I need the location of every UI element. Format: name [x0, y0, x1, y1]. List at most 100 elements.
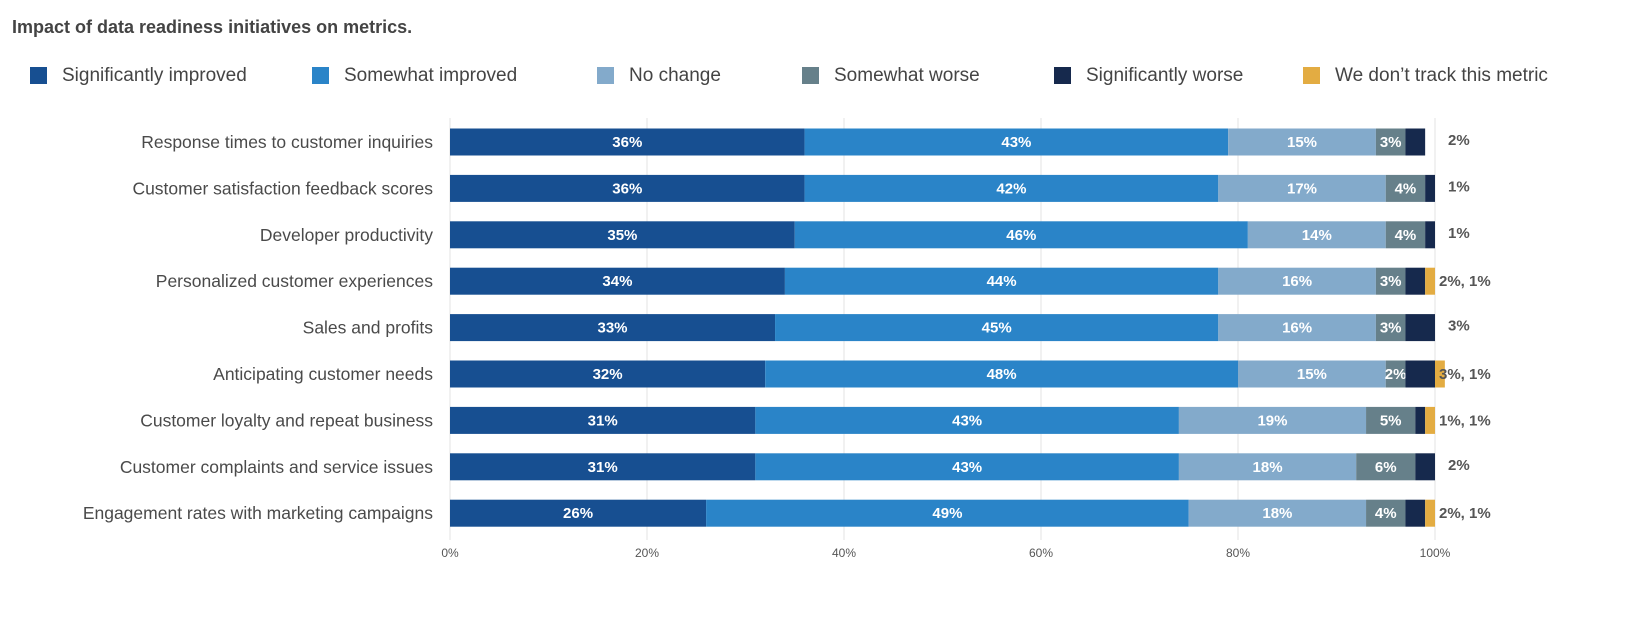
legend-label-no-change: No change: [629, 65, 721, 86]
bar-segment-somewhat-improved: [765, 360, 1238, 388]
legend-swatch-significantly-improved: [30, 67, 47, 84]
legend-swatch-somewhat-worse: [802, 67, 819, 84]
bar-row: 31% 43% 18% 6%: [450, 453, 1435, 481]
data-label: 17%: [1287, 180, 1317, 197]
data-label: 3%: [1380, 273, 1402, 290]
data-label: 5%: [1380, 412, 1402, 429]
data-label: 32%: [593, 366, 623, 383]
side-data-label: 2%: [1448, 132, 1470, 149]
category-label: Customer complaints and service issues: [120, 457, 433, 477]
data-label: 18%: [1262, 505, 1292, 522]
legend-swatch-we-don-t-track-this-metric: [1303, 67, 1320, 84]
data-label: 31%: [588, 459, 618, 476]
bar-segment-significantly-worse: [1405, 128, 1426, 156]
bar-segment-no-change: [1188, 499, 1367, 527]
data-label: 44%: [987, 273, 1017, 290]
bar-segment-no-change: [1218, 314, 1376, 342]
bar-segment-significantly-improved: [450, 406, 756, 434]
data-label: 2%: [1385, 366, 1407, 383]
side-data-label: 3%: [1448, 318, 1470, 335]
category-label: Anticipating customer needs: [213, 364, 433, 384]
data-label: 19%: [1257, 412, 1287, 429]
data-label: 4%: [1395, 227, 1417, 244]
side-data-label: 1%: [1448, 178, 1470, 195]
bar-segment-somewhat-improved: [755, 406, 1179, 434]
bar-segment-significantly-worse: [1425, 174, 1435, 202]
category-labels: Response times to customer inquiries Cust…: [83, 132, 433, 523]
bar-segment-somewhat-improved: [804, 174, 1219, 202]
data-label: 3%: [1380, 320, 1402, 337]
legend-swatch-no-change: [597, 67, 614, 84]
bar-segment-no-change: [1178, 406, 1367, 434]
data-label: 34%: [602, 273, 632, 290]
side-data-label: 1%: [1448, 225, 1470, 242]
data-label: 14%: [1302, 227, 1332, 244]
bar-segment-somewhat-improved: [804, 128, 1229, 156]
chart-title: Impact of data readiness initiatives on …: [12, 17, 412, 37]
data-label: 4%: [1375, 505, 1397, 522]
x-tick-label: 40%: [832, 546, 856, 560]
side-data-label: 1%, 1%: [1439, 412, 1491, 429]
legend-label-we-don-t-track-this-metric: We don’t track this metric: [1335, 65, 1548, 86]
bar-segment-significantly-worse: [1415, 406, 1426, 434]
category-label: Sales and profits: [303, 318, 434, 338]
bar-segment-no-change: [1218, 267, 1376, 295]
data-label: 15%: [1297, 366, 1327, 383]
legend-swatch-somewhat-improved: [312, 67, 329, 84]
bar-segment-somewhat-worse: [1385, 221, 1426, 249]
bar-segment-significantly-improved: [450, 314, 776, 342]
bar-row: 26% 49% 18% 4%: [450, 499, 1435, 527]
bar-segment-somewhat-worse: [1375, 128, 1406, 156]
data-label: 49%: [932, 505, 962, 522]
x-tick-label: 80%: [1226, 546, 1250, 560]
data-label: 15%: [1287, 134, 1317, 151]
bar-row: 32% 48% 15% 2%: [450, 360, 1445, 388]
bar-segment-significantly-improved: [450, 499, 707, 527]
side-data-label: 2%: [1448, 457, 1470, 474]
legend-label-somewhat-worse: Somewhat worse: [834, 65, 980, 86]
category-label: Engagement rates with marketing campaign…: [83, 503, 433, 523]
bar-segment-significantly-improved: [450, 174, 805, 202]
x-tick-label: 20%: [635, 546, 659, 560]
bar-segment-somewhat-worse: [1385, 360, 1406, 388]
data-label: 43%: [952, 459, 982, 476]
legend-label-significantly-improved: Significantly improved: [62, 65, 247, 86]
bar-segment-somewhat-worse: [1366, 499, 1406, 527]
bar-segment-somewhat-worse: [1366, 406, 1416, 434]
data-label: 26%: [563, 505, 593, 522]
bar-area: 36% 43% 15% 3% 36% 42% 17% 4% 35% 46% 14% 4% 34% 44% 1…: [450, 128, 1445, 527]
data-label: 46%: [1006, 227, 1036, 244]
bar-row: 35% 46% 14% 4%: [450, 221, 1435, 249]
bar-segment-no-change: [1228, 128, 1376, 156]
bar-segment-significantly-improved: [450, 360, 766, 388]
category-label: Developer productivity: [260, 225, 433, 245]
data-label: 45%: [982, 320, 1012, 337]
side-labels: 2% 1% 1% 2%, 1% 3% 3%, 1% 1%, 1% 2% 2%, 1%: [1439, 132, 1491, 522]
bar-segment-somewhat-worse: [1356, 453, 1416, 481]
x-tick-label: 100%: [1420, 546, 1451, 560]
bar-segment-significantly-worse: [1405, 499, 1426, 527]
bar-row: 33% 45% 16% 3%: [450, 314, 1435, 342]
bar-segment-significantly-worse: [1405, 314, 1435, 342]
side-data-label: 2%, 1%: [1439, 273, 1491, 290]
data-label: 36%: [612, 180, 642, 197]
bar-segment-significantly-improved: [450, 128, 805, 156]
side-data-label: 3%, 1%: [1439, 366, 1491, 383]
bar-segment-we-don-t-track-this-metric: [1425, 267, 1435, 295]
x-tick-label: 0%: [441, 546, 459, 560]
data-label: 42%: [996, 180, 1026, 197]
data-label: 16%: [1282, 273, 1312, 290]
bar-segment-no-change: [1238, 360, 1386, 388]
bar-segment-somewhat-improved: [706, 499, 1189, 527]
data-label: 36%: [612, 134, 642, 151]
category-label: Response times to customer inquiries: [141, 132, 433, 152]
bar-row: 34% 44% 16% 3%: [450, 267, 1435, 295]
legend-swatch-significantly-worse: [1054, 67, 1071, 84]
bar-row: 31% 43% 19% 5%: [450, 406, 1435, 434]
bar-segment-somewhat-worse: [1375, 267, 1406, 295]
bar-segment-significantly-improved: [450, 267, 785, 295]
data-label: 16%: [1282, 320, 1312, 337]
bar-segment-significantly-worse: [1415, 453, 1435, 481]
category-label: Customer satisfaction feedback scores: [132, 178, 433, 198]
